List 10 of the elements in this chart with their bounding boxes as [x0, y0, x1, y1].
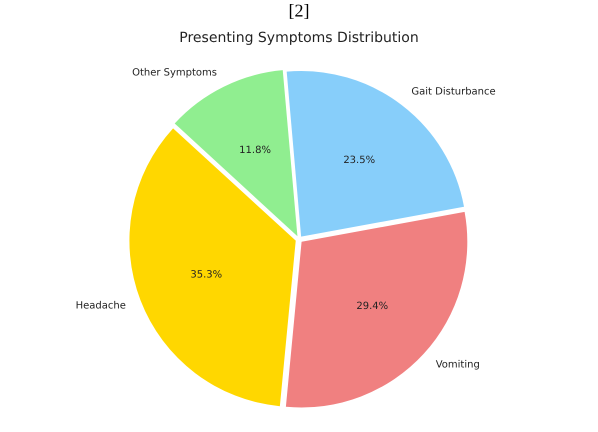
slice-label: Vomiting	[436, 359, 480, 370]
data-label: 29.4%	[356, 301, 388, 312]
text: [2]	[288, 0, 310, 21]
chart-title: Presenting Symptoms Distribution	[179, 30, 419, 46]
data-label: 35.3%	[190, 270, 222, 281]
data-label: 11.8%	[239, 144, 271, 156]
slice-label: Headache	[76, 300, 126, 312]
slice-label: Other Symptoms	[132, 68, 217, 79]
slice-label: Gait Disturbance	[411, 86, 496, 98]
data-label: 23.5%	[343, 154, 376, 166]
